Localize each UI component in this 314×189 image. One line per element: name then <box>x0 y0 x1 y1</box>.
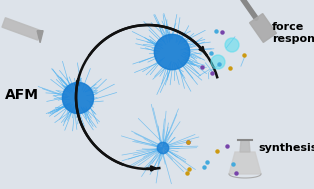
Text: synthesis: synthesis <box>258 143 314 153</box>
Polygon shape <box>2 18 41 40</box>
Polygon shape <box>37 31 43 43</box>
Circle shape <box>62 82 94 114</box>
Circle shape <box>154 34 190 70</box>
Polygon shape <box>250 14 276 42</box>
Text: AFM: AFM <box>5 88 39 102</box>
Circle shape <box>225 38 239 52</box>
Circle shape <box>157 142 169 154</box>
Circle shape <box>211 55 225 69</box>
Text: force
response: force response <box>272 22 314 44</box>
Polygon shape <box>240 140 250 152</box>
Polygon shape <box>229 152 261 174</box>
